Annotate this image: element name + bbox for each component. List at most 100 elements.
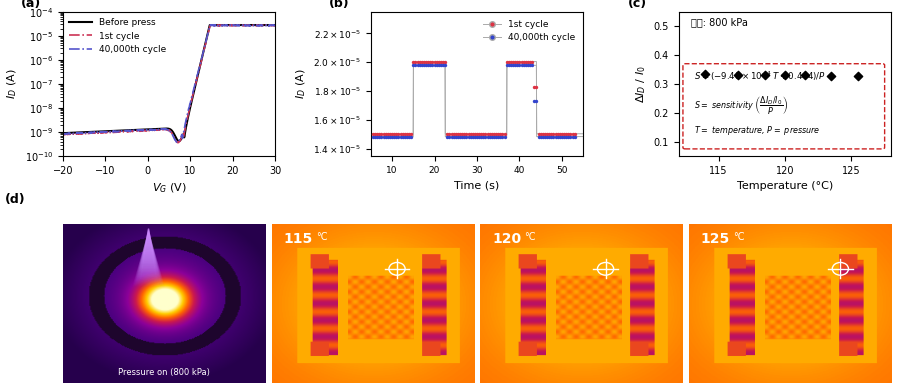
Point — [493, 133, 508, 140]
Point — [540, 131, 554, 137]
Point — [525, 62, 539, 68]
Point — [417, 58, 431, 65]
Point — [448, 133, 463, 140]
Point — [501, 58, 516, 65]
Point — [372, 131, 386, 137]
Point — [442, 133, 456, 140]
Point — [501, 62, 516, 68]
Point — [517, 62, 531, 68]
Point — [406, 58, 420, 65]
Point — [546, 131, 561, 137]
Point — [482, 133, 497, 140]
Point — [731, 72, 745, 78]
Point — [568, 131, 582, 137]
Before press — [218, 23, 229, 27]
Point — [540, 133, 554, 140]
Point — [568, 133, 582, 140]
1st cycle — [154, 128, 165, 133]
Point — [436, 58, 450, 65]
Before press — [270, 23, 281, 27]
Point — [387, 133, 401, 140]
Point — [382, 133, 397, 140]
Point — [365, 131, 380, 137]
Text: 압력: 800 kPa: 압력: 800 kPa — [691, 18, 748, 27]
Point — [392, 131, 406, 137]
Point — [442, 131, 456, 137]
Point — [478, 133, 492, 140]
X-axis label: Time (s): Time (s) — [454, 180, 500, 190]
Point — [470, 131, 484, 137]
40,000th cycle — [200, 42, 211, 47]
Point — [506, 62, 520, 68]
Point — [850, 73, 865, 79]
Point — [521, 58, 535, 65]
Point — [395, 131, 410, 137]
Point — [531, 131, 545, 137]
Y-axis label: $I_D$ (A): $I_D$ (A) — [5, 69, 19, 99]
Point — [406, 62, 420, 68]
Point — [410, 62, 425, 68]
Point — [379, 131, 393, 137]
Point — [554, 133, 569, 140]
Point — [508, 58, 522, 65]
Point — [559, 131, 573, 137]
Point — [563, 131, 578, 137]
Point — [472, 133, 486, 140]
Point — [698, 71, 713, 77]
Point — [498, 133, 512, 140]
Point — [418, 62, 433, 68]
Point — [440, 131, 454, 137]
40,000th cycle — [58, 131, 68, 136]
Point — [529, 84, 544, 90]
Text: (c): (c) — [627, 0, 647, 11]
Point — [508, 62, 522, 68]
Point — [381, 131, 395, 137]
Point — [434, 62, 448, 68]
Before press — [112, 128, 123, 133]
Point — [425, 58, 439, 65]
Point — [436, 62, 450, 68]
Point — [392, 133, 406, 140]
Point — [554, 131, 569, 137]
Point — [393, 131, 408, 137]
Point — [470, 133, 484, 140]
Point — [381, 133, 395, 140]
Point — [487, 133, 501, 140]
Point — [451, 131, 465, 137]
Point — [432, 58, 446, 65]
Point — [553, 131, 567, 137]
Before press — [174, 139, 184, 143]
Before press — [200, 42, 211, 47]
Point — [512, 62, 526, 68]
Point — [428, 58, 442, 65]
Point — [393, 133, 408, 140]
Point — [824, 73, 839, 79]
Point — [557, 131, 572, 137]
Text: $S = (-9.48\times10^{-4}\,T + 0.444)/P$: $S = (-9.48\times10^{-4}\,T + 0.444)/P$ — [694, 70, 825, 83]
Point — [370, 131, 384, 137]
Point — [376, 131, 391, 137]
Point — [438, 62, 453, 68]
Point — [495, 131, 509, 137]
Point — [506, 58, 520, 65]
Point — [462, 133, 476, 140]
Point — [376, 133, 391, 140]
40,000th cycle — [95, 130, 106, 135]
Point — [536, 131, 550, 137]
Point — [374, 133, 389, 140]
Point — [389, 133, 403, 140]
Point — [531, 133, 545, 140]
Point — [415, 58, 429, 65]
Point — [481, 133, 495, 140]
1st cycle — [270, 23, 281, 28]
40,000th cycle — [183, 107, 194, 112]
Text: (d): (d) — [4, 193, 25, 206]
Point — [491, 133, 506, 140]
Point — [368, 131, 382, 137]
Point — [551, 133, 565, 140]
X-axis label: $V_G$ (V): $V_G$ (V) — [152, 181, 186, 195]
Point — [553, 133, 567, 140]
Point — [429, 58, 444, 65]
Point — [517, 58, 531, 65]
Legend: 1st cycle, 40,000th cycle: 1st cycle, 40,000th cycle — [479, 16, 579, 46]
